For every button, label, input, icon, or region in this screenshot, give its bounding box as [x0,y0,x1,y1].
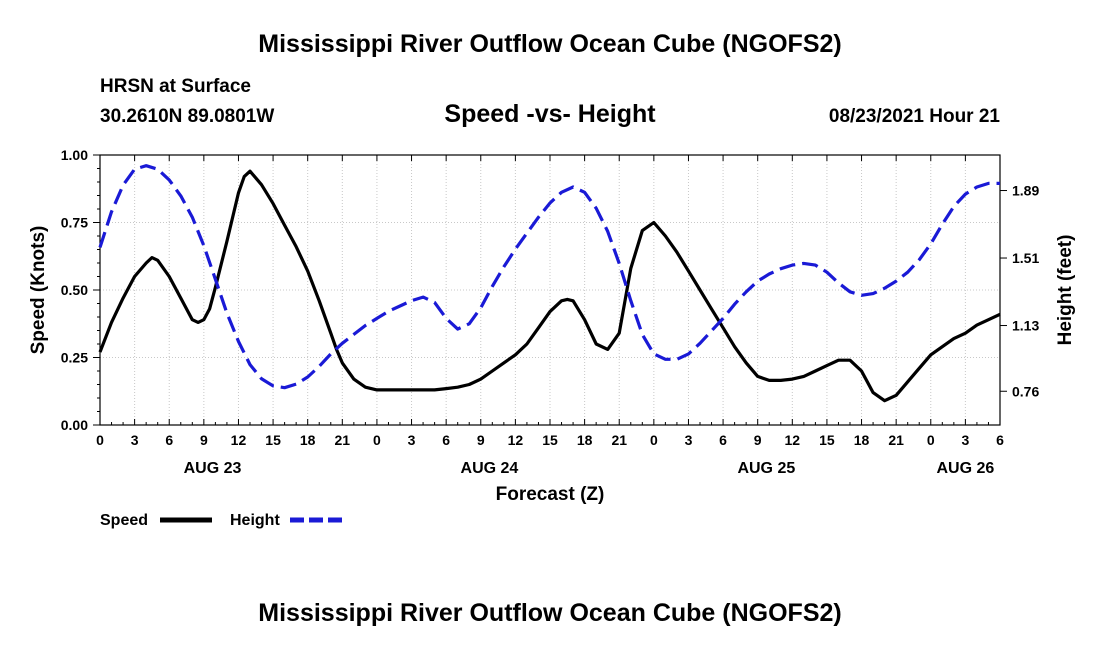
x-tick-label: 6 [996,432,1004,448]
x-tick-label: 3 [961,432,969,448]
height-series-line [98,164,1000,390]
forecast-datetime: 08/23/2021 Hour 21 [828,106,1000,127]
x-tick-label: 15 [265,432,281,448]
x-tick-label: 3 [131,432,139,448]
x-tick-label: 18 [577,432,593,448]
x-tick-label: 12 [785,432,801,448]
y-tick-label: 0.50 [61,282,88,298]
station-name: HRSN at Surface [100,76,251,97]
x-tick-label: 15 [819,432,835,448]
y2-tick-label: 1.13 [1012,318,1039,334]
x-tick-label: 9 [200,432,208,448]
plot-frame [99,154,1001,426]
x-tick-label: 18 [300,432,316,448]
y2-tick-label: 1.51 [1012,250,1039,266]
y-tick-label: 0.25 [61,350,88,366]
x-tick-label: 21 [335,432,351,448]
x-tick-label: 21 [888,432,904,448]
speed-series-line [98,169,1001,403]
x-tick-label: 0 [373,432,381,448]
legend-label-height: Height [230,512,280,529]
x-tick-label: 9 [477,432,485,448]
x-tick-label: 3 [685,432,693,448]
y2-axis-title: Height (feet) [1055,235,1076,346]
x-tick-label: 12 [231,432,247,448]
x-tick-label: 0 [927,432,935,448]
y-axis-title: Speed (Knots) [28,226,49,355]
x-tick-label: 9 [754,432,762,448]
x-tick-label: 18 [854,432,870,448]
y-tick-label: 0.00 [61,417,88,433]
footer-title: Mississippi River Outflow Ocean Cube (NG… [258,599,842,627]
x-axis-title: Forecast (Z) [496,484,605,505]
page-title: Mississippi River Outflow Ocean Cube (NG… [258,30,842,58]
day-label: AUG 23 [184,460,242,477]
x-tick-label: 6 [442,432,450,448]
y2-tick-label: 1.89 [1012,183,1039,199]
x-tick-label: 0 [96,432,104,448]
x-tick-label: 21 [611,432,627,448]
x-tick-label: 12 [508,432,524,448]
day-label: AUG 24 [461,460,519,477]
y-tick-label: 1.00 [61,147,88,163]
y2-tick-label: 0.76 [1012,383,1039,399]
station-coordinates: 30.2610N 89.0801W [100,106,275,127]
x-tick-label: 15 [542,432,558,448]
chart-title: Speed -vs- Height [444,100,656,128]
x-tick-label: 6 [165,432,173,448]
x-tick-label: 0 [650,432,658,448]
day-label: AUG 25 [737,460,795,477]
station-info: HRSN at Surface [100,76,251,98]
y-tick-label: 0.75 [61,215,88,231]
legend-label-speed: Speed [100,512,148,529]
day-label: AUG 26 [936,460,994,477]
x-tick-label: 3 [408,432,416,448]
x-tick-label: 6 [719,432,727,448]
